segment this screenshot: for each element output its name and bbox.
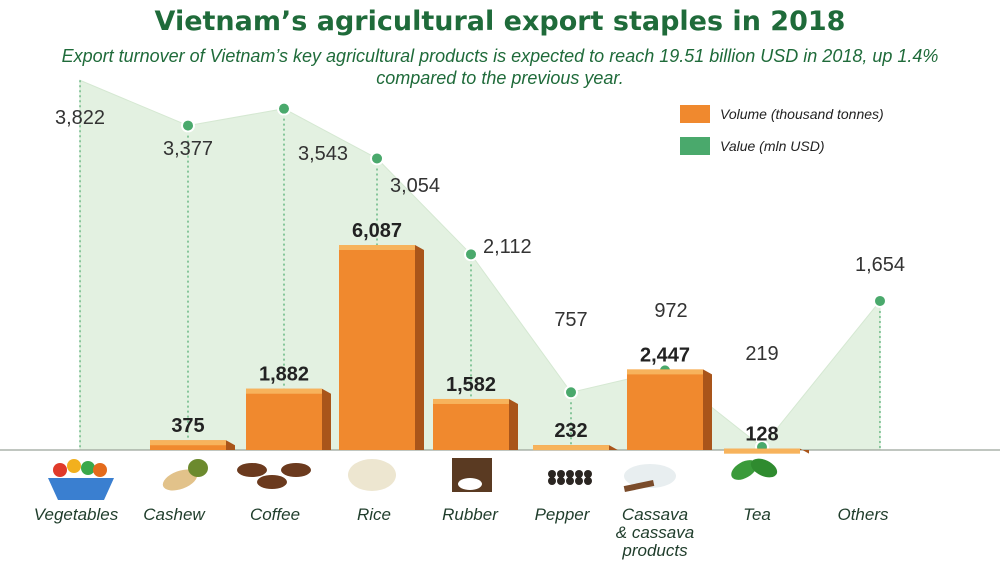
volume-bar-side [509,398,518,450]
category-label: Coffee [250,505,300,524]
volume-label: 2,447 [640,344,690,366]
category-label: Vegetables [34,505,119,524]
volume-bar-side [609,445,618,451]
legend-volume-label: Volume (thousand tonnes) [720,106,884,122]
category-label: Others [837,505,889,524]
value-label: 3,543 [298,143,348,165]
value-label: 2,112 [483,236,532,258]
volume-label: 6,087 [352,220,402,242]
rubber-tree-icon [452,458,492,492]
category-label: Rice [357,505,391,524]
value-point [873,293,887,308]
volume-label: 375 [171,415,204,437]
category-label: Pepper [535,505,591,524]
chart-title: Vietnam’s agricultural export staples in… [154,6,846,37]
legend-value: Value (mln USD) [680,136,825,156]
volume-bar [339,245,415,450]
value-label: 3,054 [390,175,440,197]
cashew-icon [162,459,208,491]
value-label: 757 [554,309,587,331]
value-point [181,118,195,133]
chart-subtitle: Export turnover of Vietnam’s key agricul… [61,46,939,88]
volume-bar [246,388,322,450]
coffee-beans-icon [237,463,311,489]
tea-leaves-icon [731,458,778,480]
volume-label: 1,882 [259,364,309,386]
legend-value-label: Value (mln USD) [720,138,825,154]
volume-bar-top [150,440,226,446]
legend-volume: Volume (thousand tonnes) [680,104,884,124]
pepper-icon [548,470,592,485]
value-label: 972 [654,300,687,322]
volume-label: 128 [745,424,778,446]
value-point [370,151,384,166]
vegetables-basket-icon [48,459,114,500]
volume-bar [627,369,703,450]
volume-bar-top [627,369,703,375]
volume-bar-top [433,398,509,404]
legend-value-swatch [680,137,710,155]
category-label: Rubber [442,505,499,524]
volume-bar-top [339,245,415,250]
category-label: Cashew [143,505,206,524]
volume-bar-side [800,448,809,454]
value-point [464,247,478,262]
volume-label: 1,582 [446,374,496,396]
volume-bar-top [246,388,322,394]
value-label: 1,654 [855,254,905,276]
cassava-flour-icon [623,464,676,493]
volume-bar-top [533,445,609,451]
volume-bar [433,398,509,450]
value-label: 219 [745,343,778,365]
volume-bar-side [703,369,712,450]
volume-bar-side [322,388,331,450]
volume-bar-side [415,245,424,450]
volume-bar-top [724,448,800,454]
legend-volume-swatch [680,105,710,123]
value-point [277,101,291,116]
rice-grains-icon [348,459,396,491]
volume-bar-side [226,440,235,450]
value-label: 3,822 [55,107,105,129]
value-label: 3,377 [163,138,213,160]
volume-label: 232 [554,420,587,442]
category-label: Cassava & cassava products [616,505,694,560]
value-point [564,385,578,400]
category-label: Tea [743,505,771,524]
value-area [79,79,881,451]
